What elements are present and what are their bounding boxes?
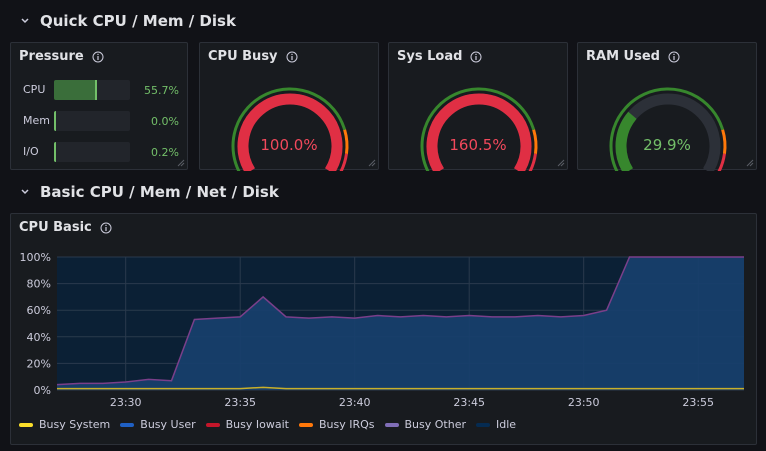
panel-title: CPU Busy [208,49,298,64]
cpu-basic-chart[interactable]: 0% 20% 40% 60% 80% 100% 23:30 23:35 23:40 23:45 23… [11,214,758,414]
legend-label: Busy Iowait [225,418,289,431]
legend-label: Busy System [39,418,111,431]
chevron-down-icon[interactable] [18,187,32,197]
panel-title-text: CPU Basic [19,220,92,235]
x-tick-label: 23:45 [453,396,485,409]
y-tick-label: 20% [27,357,51,370]
sys-load-panel: Sys Load 160.5% [388,42,568,171]
gauge-value: 160.5% [449,136,507,154]
y-tick-label: 0% [34,384,51,397]
row-title: Basic CPU / Mem / Net / Disk [40,183,279,201]
gauge [231,87,349,171]
pressure-value: 0.0% [151,115,179,128]
gauge-value-arc [237,93,343,171]
gauge-threshold-arc [609,87,725,171]
gauge [609,87,727,171]
y-tick-label: 40% [27,331,51,344]
panel-title-text: RAM Used [586,49,660,64]
legend-item[interactable]: Busy Iowait [205,418,289,431]
pressure-bar [54,142,130,162]
legend-item[interactable]: Busy System [19,418,110,431]
gauge-threshold-arc [717,153,726,171]
legend-swatch [205,422,220,427]
gauge [420,87,538,171]
gauge-value-arc [426,93,532,171]
legend-item[interactable]: Idle [476,418,516,431]
pressure-bar-fill [54,80,97,100]
gauge-value: 29.9% [643,136,691,154]
chevron-down-icon[interactable] [18,16,32,26]
gauge-threshold-arc [343,129,349,155]
y-tick-label: 80% [27,278,51,291]
info-icon[interactable] [92,51,104,63]
chart-legend: Busy System Busy User Busy Iowait Busy IRQs… [19,418,526,431]
resize-handle-icon[interactable] [368,159,376,167]
gauge-threshold-arc [528,153,537,171]
legend-swatch [120,422,135,427]
pressure-label: I/O [23,145,39,158]
gauge-track [615,93,721,171]
series-line-busy-system [57,386,744,390]
resize-handle-icon[interactable] [746,159,754,167]
info-icon[interactable] [286,51,298,63]
gauge-threshold-arc [231,87,347,171]
resize-handle-icon[interactable] [177,159,185,167]
panel-title: RAM Used [586,49,680,64]
y-tick-label: 100% [20,251,51,264]
pressure-bar-tip [54,142,56,162]
legend-swatch [384,422,399,427]
x-tick-label: 23:50 [568,396,600,409]
x-tick-label: 23:30 [110,396,142,409]
info-icon[interactable] [668,51,680,63]
gauge-value-arc [615,111,637,171]
ram-used-panel: RAM Used 29.9% [577,42,757,171]
pressure-bar-tip [54,111,56,131]
legend-label: Idle [496,418,517,431]
series-area-busy-user [57,257,744,390]
pressure-bar-tip [95,80,98,100]
series-line-busy-user [56,256,744,386]
pressure-label: Mem [23,114,50,127]
legend-swatch [476,422,490,427]
x-tick-label: 23:35 [224,396,256,409]
legend-item[interactable]: Busy IRQs [298,418,375,431]
legend-swatch [19,422,33,427]
gauge-threshold-arc [339,153,348,171]
pressure-bar [54,111,130,131]
panel-title: Sys Load [397,49,482,64]
info-icon[interactable] [470,51,482,63]
resize-handle-icon[interactable] [557,159,565,167]
pressure-panel: Pressure CPU 55.7% Mem 0.0% I/O 0.2% [10,42,188,170]
pressure-value: 0.2% [151,146,179,159]
legend-label: Busy User [140,418,196,431]
legend-swatch [298,422,313,427]
y-tick-label: 60% [27,304,51,317]
panel-title-text: Pressure [19,49,84,64]
gauge-threshold-arc [721,129,727,155]
x-tick-label: 23:55 [682,396,714,409]
gauge-value: 100.0% [260,136,318,154]
pressure-label: CPU [23,83,46,96]
pressure-bar [54,80,130,100]
gauge-threshold-arc [532,129,538,155]
x-tick-label: 23:40 [339,396,371,409]
row-title: Quick CPU / Mem / Disk [40,12,236,30]
gauge-threshold-arc [420,87,536,171]
panel-title-text: Sys Load [397,49,463,64]
legend-item[interactable]: Busy Other [384,418,467,431]
info-icon[interactable] [100,222,112,234]
legend-label: Busy Other [404,418,467,431]
row-header-basic[interactable]: Basic CPU / Mem / Net / Disk [0,179,279,205]
panel-title: Pressure [19,49,104,64]
panel-title: CPU Basic [19,220,112,235]
legend-label: Busy IRQs [318,418,375,431]
pressure-value: 55.7% [144,84,179,97]
panel-title-text: CPU Busy [208,49,278,64]
cpu-basic-panel: CPU Basic 0% 20% 40% 60% 80% 100% 23:30 23:35 23… [10,213,757,445]
legend-item[interactable]: Busy User [120,418,196,431]
cpu-busy-panel: CPU Busy 100.0% [199,42,379,171]
row-header-quick[interactable]: Quick CPU / Mem / Disk [0,8,236,34]
